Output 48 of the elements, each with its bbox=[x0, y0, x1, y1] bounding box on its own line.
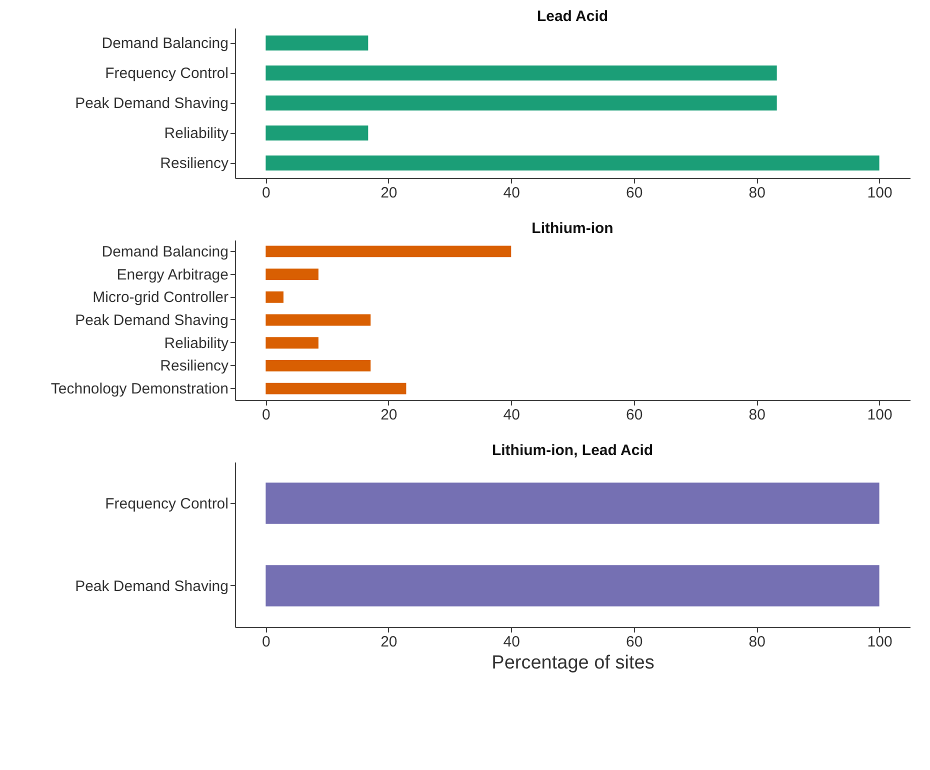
x-tick-label: 20 bbox=[380, 406, 398, 424]
bar bbox=[266, 66, 777, 80]
x-tick-label: 0 bbox=[262, 634, 270, 650]
x-tick-label: 40 bbox=[503, 406, 520, 424]
x-tick-label: 20 bbox=[380, 184, 398, 202]
chart-title: Lead Acid bbox=[536, 8, 608, 25]
chart-title: Lithium-ion, Lead Acid bbox=[492, 442, 654, 459]
x-tick-label: 0 bbox=[262, 406, 270, 424]
y-tick-label: Peak Demand Shaving bbox=[75, 95, 228, 112]
x-axis-title: Percentage of sites bbox=[492, 652, 654, 674]
y-tick-label: Reliability bbox=[164, 125, 229, 142]
y-tick-label: Resiliency bbox=[160, 155, 229, 172]
bar bbox=[266, 268, 318, 280]
y-tick-label: Demand Balancing bbox=[102, 35, 228, 52]
x-tick-label: 80 bbox=[748, 634, 766, 650]
bar bbox=[266, 337, 318, 349]
x-tick-label: 0 bbox=[262, 184, 270, 202]
x-tick-label: 100 bbox=[867, 406, 892, 424]
x-tick-label: 60 bbox=[626, 184, 643, 202]
x-tick-label: 80 bbox=[748, 406, 766, 424]
y-tick-label: Peak Demand Shaving bbox=[75, 578, 228, 595]
y-tick-label: Frequency Control bbox=[105, 495, 228, 512]
x-tick-label: 60 bbox=[626, 406, 643, 424]
bar bbox=[266, 314, 371, 326]
y-tick-label: Energy Arbitrage bbox=[116, 266, 228, 284]
bar bbox=[266, 96, 777, 110]
x-tick-label: 100 bbox=[867, 184, 892, 202]
y-tick-label: Reliability bbox=[164, 334, 229, 352]
bar bbox=[266, 126, 368, 140]
y-tick-label: Technology Demonstration bbox=[50, 380, 228, 398]
x-tick-label: 60 bbox=[626, 634, 643, 650]
bar bbox=[266, 382, 406, 394]
x-tick-label: 40 bbox=[503, 184, 520, 202]
bar bbox=[266, 291, 284, 303]
y-tick-label: Resiliency bbox=[160, 358, 229, 375]
x-tick-label: 80 bbox=[748, 184, 766, 202]
x-tick-label: 100 bbox=[867, 634, 892, 650]
bar bbox=[266, 246, 512, 258]
x-tick-label: 20 bbox=[380, 634, 398, 650]
bar bbox=[266, 36, 368, 50]
chart-title: Lithium-ion bbox=[532, 220, 614, 237]
bar bbox=[266, 156, 880, 170]
y-tick-label: Micro-grid Controller bbox=[92, 289, 228, 306]
y-tick-label: Frequency Control bbox=[105, 65, 228, 82]
bar bbox=[266, 360, 371, 372]
y-tick-label: Demand Balancing bbox=[102, 243, 228, 260]
x-tick-label: 40 bbox=[503, 634, 520, 650]
y-tick-label: Peak Demand Shaving bbox=[75, 312, 228, 329]
